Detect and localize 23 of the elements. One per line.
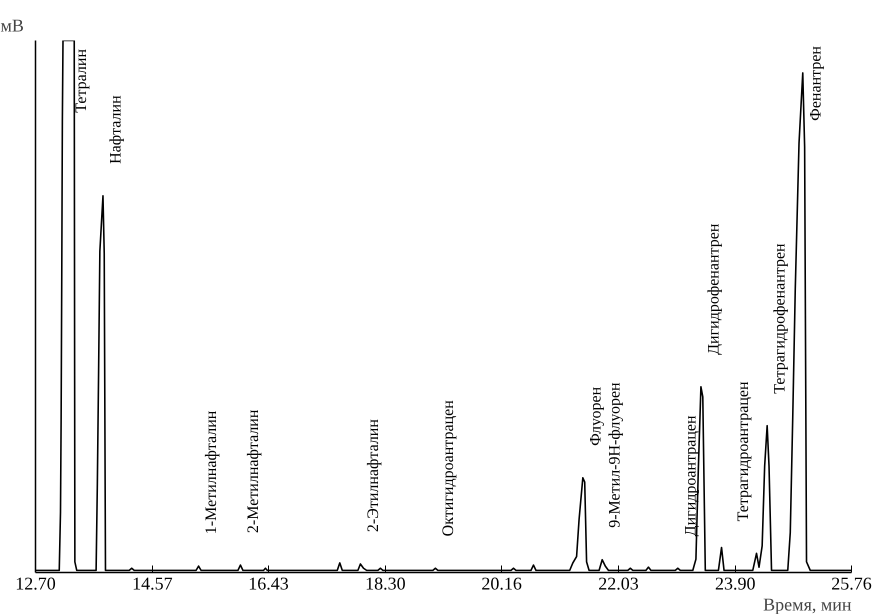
y-axis-title: мВ xyxy=(0,16,24,36)
x-tick-label: 22.03 xyxy=(598,574,639,594)
annotation: 9-Метил-9Н-флуорен xyxy=(606,382,624,528)
annotation: Тетрагидроантрацен xyxy=(735,380,752,522)
annotation: Нафталин xyxy=(107,94,124,164)
x-tick-label: 12.70 xyxy=(15,574,56,594)
x-tick-label: 20.16 xyxy=(481,574,522,594)
annotation: Флуорен xyxy=(587,386,604,446)
x-tick-label: 16.43 xyxy=(248,574,289,594)
annotation: Тетралин xyxy=(73,48,90,113)
x-tick-label: 23.90 xyxy=(715,574,756,594)
annotation: Фенантрен xyxy=(807,46,824,121)
annotation: Дигидрофенантрен xyxy=(705,223,722,355)
annotation: Дигидроантрацен xyxy=(682,414,700,536)
x-tick-label: 14.57 xyxy=(132,574,173,594)
x-tick-label: 25.76 xyxy=(831,574,872,594)
annotation: Тетрагидрофенантрен xyxy=(772,242,789,394)
annotation: Октигидроантрацен xyxy=(440,400,457,536)
annotation: 2-Этилнафталин xyxy=(364,418,382,532)
annotation: 1-Метилнафталин xyxy=(203,410,220,534)
x-tick-label: 18.30 xyxy=(365,574,406,594)
annotation: 2-Метилнафталин xyxy=(244,409,262,534)
x-axis-title: Время, мин xyxy=(763,594,852,614)
